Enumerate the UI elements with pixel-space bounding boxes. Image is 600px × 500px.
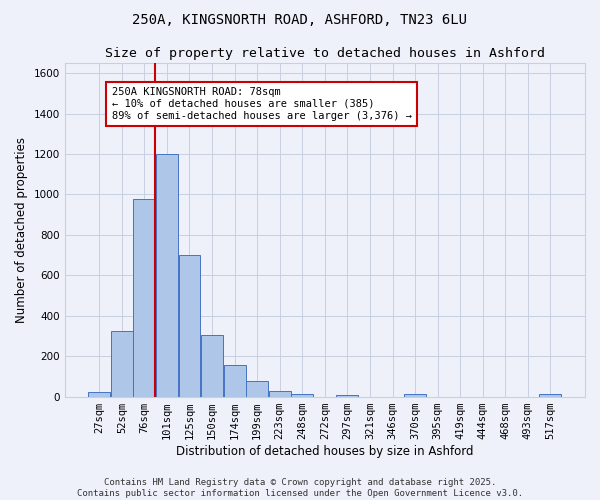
Bar	[111, 331, 133, 396]
Bar	[404, 394, 426, 396]
Y-axis label: Number of detached properties: Number of detached properties	[15, 137, 28, 323]
Bar	[292, 394, 313, 396]
Bar	[179, 255, 200, 396]
Bar	[156, 154, 178, 396]
Bar	[246, 382, 268, 396]
Bar	[201, 335, 223, 396]
Bar	[224, 364, 245, 396]
Bar	[269, 391, 290, 396]
X-axis label: Distribution of detached houses by size in Ashford: Distribution of detached houses by size …	[176, 444, 473, 458]
Text: Contains HM Land Registry data © Crown copyright and database right 2025.
Contai: Contains HM Land Registry data © Crown c…	[77, 478, 523, 498]
Title: Size of property relative to detached houses in Ashford: Size of property relative to detached ho…	[105, 48, 545, 60]
Text: 250A, KINGSNORTH ROAD, ASHFORD, TN23 6LU: 250A, KINGSNORTH ROAD, ASHFORD, TN23 6LU	[133, 12, 467, 26]
Bar	[337, 394, 358, 396]
Bar	[539, 394, 562, 396]
Text: 250A KINGSNORTH ROAD: 78sqm
← 10% of detached houses are smaller (385)
89% of se: 250A KINGSNORTH ROAD: 78sqm ← 10% of det…	[112, 88, 412, 120]
Bar	[88, 392, 110, 396]
Bar	[133, 200, 155, 396]
